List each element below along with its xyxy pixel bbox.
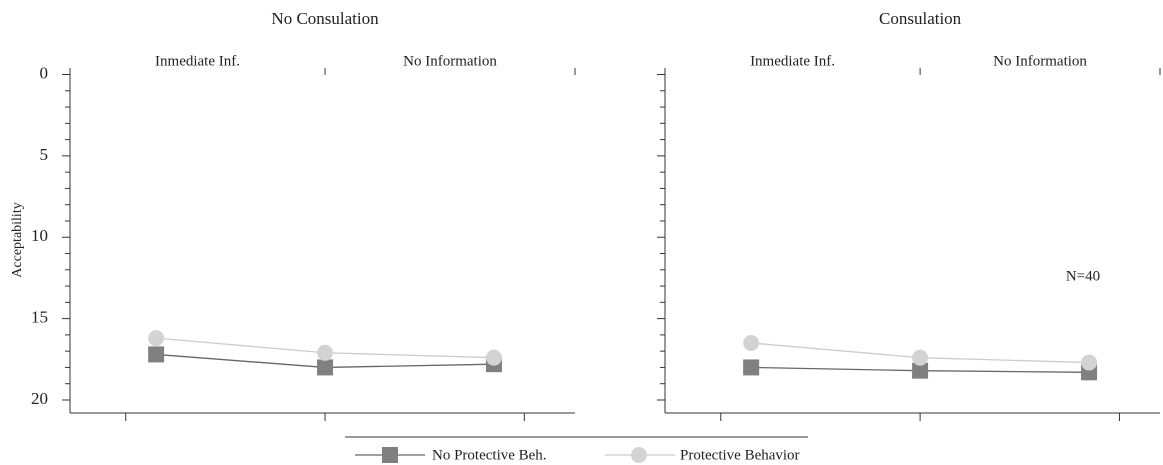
panel-title: Consulation [879, 9, 962, 28]
legend-label: Protective Behavior [680, 447, 800, 463]
marker-circle [485, 349, 502, 366]
marker-square [912, 362, 929, 379]
panel-subtitle: Inmediate Inf. [155, 53, 240, 69]
marker-square [317, 359, 334, 376]
marker-circle [1081, 354, 1098, 371]
marker-circle [148, 330, 165, 347]
y-tick-label: 15 [31, 308, 48, 327]
y-axis-label: Acceptability [10, 202, 25, 277]
legend-marker [382, 447, 398, 463]
y-tick-label: 10 [31, 226, 48, 245]
panel-subtitle: No Information [993, 53, 1087, 69]
legend-label: No Protective Beh. [432, 447, 547, 463]
legend-marker [631, 447, 647, 463]
marker-circle [743, 335, 760, 352]
marker-circle [912, 349, 929, 366]
panel-subtitle: Inmediate Inf. [750, 53, 835, 69]
marker-square [743, 359, 760, 376]
panel-title: No Consulation [271, 9, 379, 28]
y-tick-label: 0 [40, 63, 49, 82]
annotation: N=40 [1066, 268, 1100, 284]
marker-circle [317, 344, 334, 361]
y-tick-label: 20 [31, 389, 48, 408]
marker-square [148, 346, 165, 363]
y-tick-label: 5 [40, 145, 49, 164]
panel-subtitle: No Information [403, 53, 497, 69]
